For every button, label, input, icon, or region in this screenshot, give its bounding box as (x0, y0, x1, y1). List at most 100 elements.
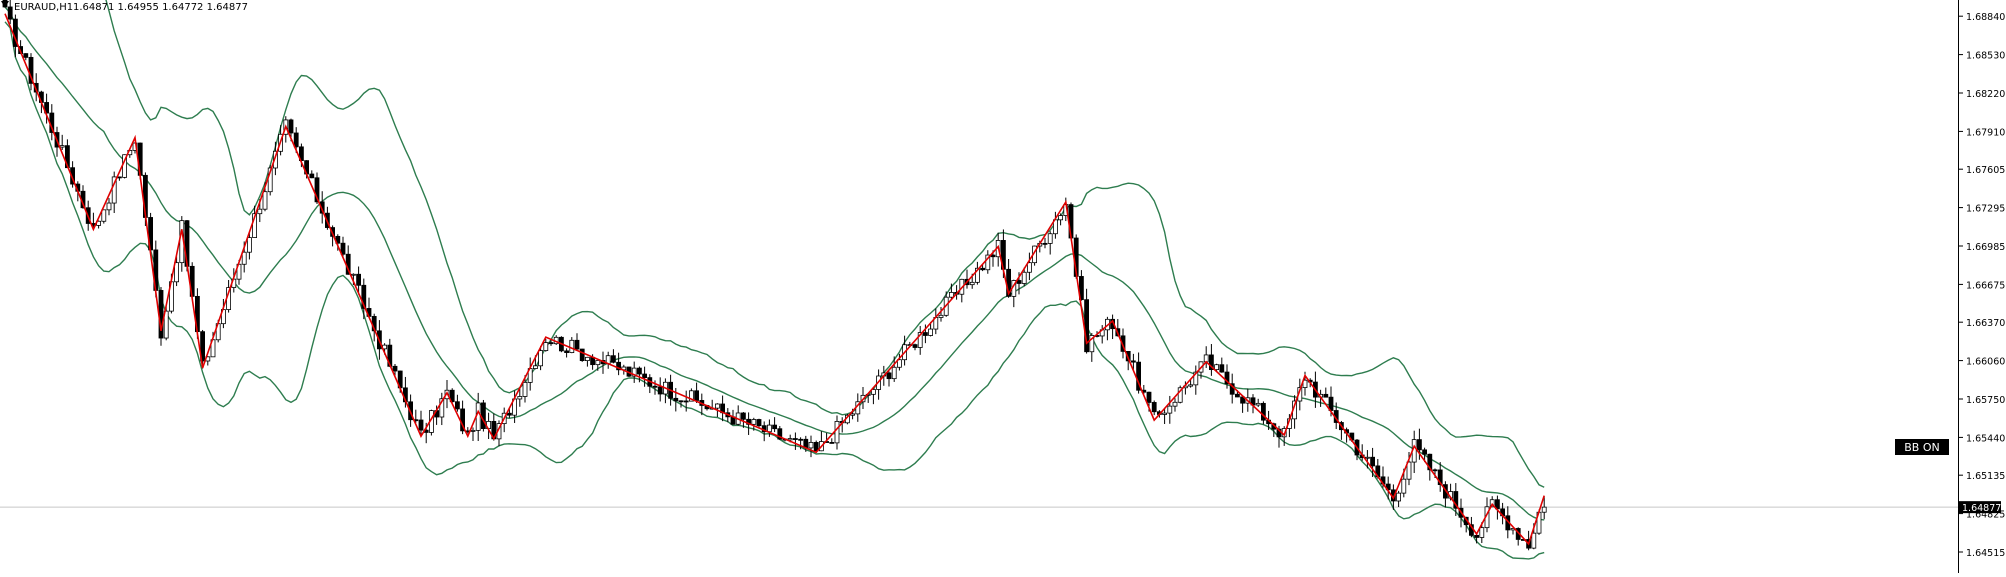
candle-body-bear (637, 367, 642, 375)
candle (1193, 365, 1199, 395)
candle (741, 412, 746, 428)
candle-body-bull (834, 421, 840, 444)
indicator-label[interactable]: BB ON (1904, 441, 1939, 454)
candle (1323, 387, 1329, 398)
candle-body-bull (850, 413, 855, 416)
candle-body-bull (350, 273, 356, 276)
candle-body-bear (70, 167, 75, 185)
y-tick-label: 1.66370 (1966, 318, 2005, 329)
candle (480, 399, 486, 432)
y-tick-label: 1.66985 (1966, 242, 2005, 253)
candle-body-bear (980, 267, 985, 271)
candle-body-bull (252, 213, 258, 238)
candle-body-bear (657, 386, 663, 395)
candle-body-bull (808, 442, 814, 449)
candle (1365, 450, 1370, 469)
candle-body-bear (1209, 354, 1214, 371)
y-tick-label: 1.67605 (1966, 165, 2005, 176)
candle (449, 388, 455, 404)
candle (579, 348, 585, 362)
candle-body-bull (1214, 364, 1219, 371)
candle-body-bear (923, 332, 928, 336)
candle (938, 306, 944, 322)
zigzag-line (4, 13, 1545, 546)
y-tick-label: 1.64825 (1966, 510, 2005, 521)
candle-body-bull (246, 237, 252, 253)
indicator-label-box[interactable] (1895, 439, 1949, 455)
candle (1255, 398, 1261, 408)
candle (106, 198, 112, 216)
candle-body-bear (1120, 335, 1126, 352)
bollinger-upper-band (105, 0, 1545, 488)
candle-body-bear (616, 361, 621, 371)
candle-body-bear (1437, 469, 1443, 486)
candle (678, 400, 684, 408)
candle (522, 375, 528, 403)
candle-body-bull (1255, 402, 1261, 406)
candle (174, 256, 180, 287)
y-tick-label: 1.65440 (1966, 433, 2005, 444)
candle (829, 438, 835, 444)
candle-body-bear (793, 438, 798, 440)
candle-body-bear (673, 397, 679, 402)
candle-body-bull (767, 424, 772, 433)
candle-body-bear (548, 342, 554, 345)
candle (985, 250, 991, 274)
candle-body-bear (1235, 393, 1240, 398)
candle-body-bull (1089, 335, 1095, 353)
candle (912, 343, 918, 351)
candle (574, 333, 580, 351)
candle (470, 427, 476, 442)
candle (891, 356, 897, 382)
candle-body-bear (1224, 371, 1230, 385)
candle-body-bear (798, 438, 803, 441)
candle-body-bull (470, 429, 476, 432)
candle (772, 417, 777, 433)
candle-body-bear (694, 390, 699, 401)
candle (683, 390, 689, 412)
candle (101, 209, 107, 224)
candle-body-bull (585, 356, 590, 362)
candle-body-bull (787, 438, 793, 441)
candle-body-bull (1167, 405, 1173, 414)
candle-body-bull (1531, 532, 1537, 549)
candle (611, 349, 616, 364)
y-tick-label: 1.65750 (1966, 395, 2005, 406)
candle (631, 361, 637, 383)
candle (44, 93, 49, 124)
candle-body-bull (569, 339, 575, 354)
candle (200, 329, 206, 369)
candle-body-bear (319, 201, 325, 214)
candle-body-bull (1401, 478, 1407, 494)
candle-body-bear (564, 350, 569, 354)
candle-body-bull (1162, 412, 1167, 415)
candle (1396, 490, 1401, 508)
candle (356, 266, 362, 295)
candle-body-bear (611, 355, 616, 363)
candle-body-bear (200, 331, 206, 362)
candle-body-bull (272, 150, 278, 169)
candle (319, 191, 325, 224)
candle-body-bull (715, 403, 720, 409)
candle-body-bull (257, 208, 263, 215)
candle (886, 371, 892, 387)
candle-body-bull (439, 398, 445, 418)
candle-body-bear (418, 419, 424, 431)
candle-body-bear (392, 365, 398, 372)
candle (1027, 252, 1032, 281)
candle-body-bear (293, 132, 299, 148)
candle-body-bear (741, 412, 746, 420)
symbol-timeframe: EURAUD,H1 (14, 2, 73, 13)
candle (1151, 400, 1157, 416)
candle (585, 356, 590, 367)
candle-body-bull (751, 419, 757, 425)
candle-body-bear (772, 424, 777, 430)
candle-body-bull (1479, 527, 1485, 538)
candle (163, 306, 169, 341)
candle (595, 360, 601, 371)
current-price-label-box (1959, 501, 2001, 514)
candle (111, 171, 117, 214)
